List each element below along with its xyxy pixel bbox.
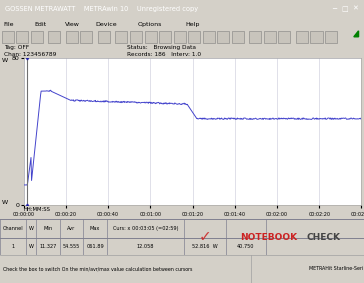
Text: 12.058: 12.058 [137,244,154,249]
FancyBboxPatch shape [98,31,110,43]
FancyBboxPatch shape [296,31,308,43]
Text: Options: Options [138,22,162,27]
Text: 1: 1 [12,244,15,249]
FancyBboxPatch shape [2,31,14,43]
Text: NOTEBOOK: NOTEBOOK [240,233,297,241]
Text: Chan: 123456789: Chan: 123456789 [4,52,56,57]
Text: 00:01:00: 00:01:00 [139,212,161,217]
Text: View: View [65,22,80,27]
Text: Curs: x 00:03:05 (=02:59): Curs: x 00:03:05 (=02:59) [113,226,178,231]
Text: Channel: Channel [3,226,24,231]
Text: METRAHit Starline-Seri: METRAHit Starline-Seri [309,266,363,271]
Text: CHECK: CHECK [306,233,340,241]
FancyBboxPatch shape [80,31,92,43]
Text: File: File [4,22,14,27]
Text: Help: Help [186,22,200,27]
Text: 52.816  W: 52.816 W [192,244,218,249]
Text: GOSSEN METRAWATT    METRAwin 10    Unregistered copy: GOSSEN METRAWATT METRAwin 10 Unregistere… [5,6,199,12]
Text: HH:MM:SS: HH:MM:SS [24,207,51,212]
Polygon shape [354,31,359,37]
FancyBboxPatch shape [278,31,290,43]
Text: 00:02:40: 00:02:40 [351,212,364,217]
Text: 00:02:20: 00:02:20 [308,212,330,217]
FancyBboxPatch shape [16,31,28,43]
FancyBboxPatch shape [264,31,276,43]
Text: 11.327: 11.327 [39,244,56,249]
FancyBboxPatch shape [159,31,171,43]
Text: Status:   Browsing Data: Status: Browsing Data [127,45,197,50]
Text: W: W [2,200,8,205]
FancyBboxPatch shape [188,31,200,43]
Text: 00:00:20: 00:00:20 [55,212,77,217]
Text: 00:00:40: 00:00:40 [97,212,119,217]
Text: 00:00:00: 00:00:00 [13,212,35,217]
Text: 061.89: 061.89 [86,244,104,249]
Text: □: □ [341,6,348,12]
Text: ─: ─ [332,6,336,12]
FancyBboxPatch shape [217,31,229,43]
Text: Max: Max [90,226,100,231]
Text: Records: 186   Interv: 1.0: Records: 186 Interv: 1.0 [127,52,202,57]
Text: 00:01:40: 00:01:40 [224,212,246,217]
FancyBboxPatch shape [310,31,323,43]
Text: W: W [28,244,33,249]
FancyBboxPatch shape [66,31,78,43]
Text: Edit: Edit [34,22,46,27]
Text: ✕: ✕ [352,6,358,12]
Text: 00:02:00: 00:02:00 [266,212,288,217]
FancyBboxPatch shape [115,31,127,43]
FancyBboxPatch shape [130,31,142,43]
FancyBboxPatch shape [145,31,157,43]
Text: W: W [28,226,33,231]
FancyBboxPatch shape [249,31,261,43]
FancyBboxPatch shape [31,31,43,43]
Text: W: W [2,58,8,63]
FancyBboxPatch shape [325,31,337,43]
FancyBboxPatch shape [48,31,60,43]
FancyBboxPatch shape [203,31,215,43]
Text: Avr: Avr [67,226,76,231]
FancyBboxPatch shape [232,31,244,43]
Text: ✓: ✓ [199,230,211,245]
Text: Min: Min [43,226,52,231]
Text: 54.555: 54.555 [63,244,80,249]
FancyBboxPatch shape [174,31,186,43]
Text: Device: Device [95,22,117,27]
Text: Tag: OFF: Tag: OFF [4,45,29,50]
Text: 00:01:20: 00:01:20 [182,212,203,217]
Text: 40.750: 40.750 [237,244,254,249]
Text: Check the box to switch On the min/avr/max value calculation between cursors: Check the box to switch On the min/avr/m… [3,266,192,271]
